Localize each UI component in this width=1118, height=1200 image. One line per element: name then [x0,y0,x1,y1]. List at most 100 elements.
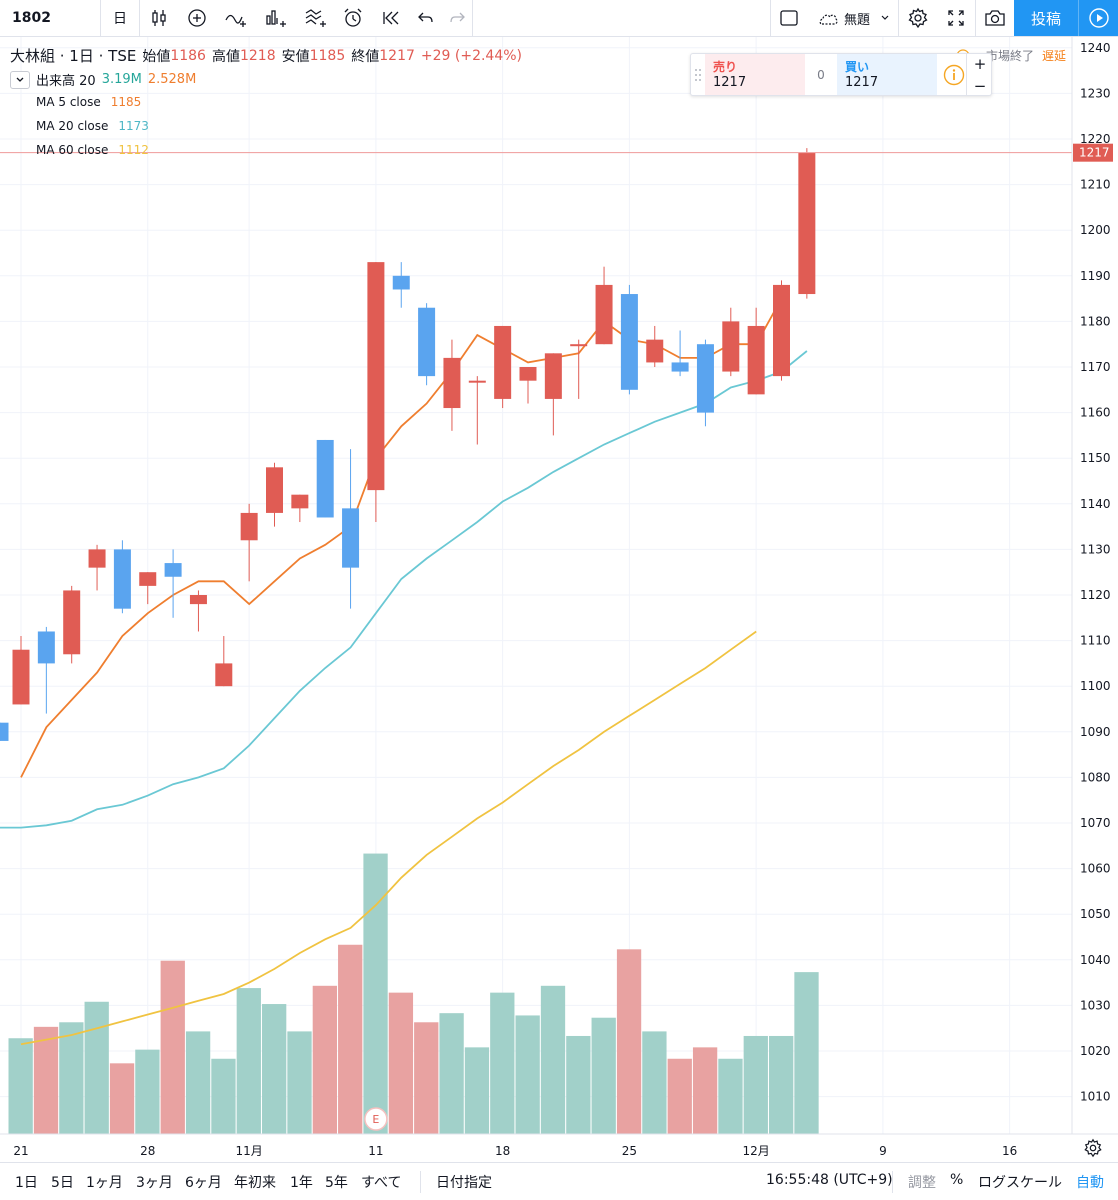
candle-body [215,663,233,687]
price-tick-label: 1120 [1080,588,1111,602]
interval-button[interactable]: 日 [101,0,139,36]
candle-body [671,362,689,372]
range-all[interactable]: すべて [361,1175,402,1191]
fullscreen-layout-button[interactable] [771,0,807,36]
range-1m[interactable]: 1ヶ月 [86,1175,123,1191]
ma60-legend[interactable]: MA 60 close 1112 [36,143,155,157]
volume-bar [490,992,515,1134]
candle-body [595,284,613,345]
square-icon [780,10,798,26]
volume-bar [642,1031,667,1134]
layout-save-button[interactable]: 無題 [810,0,896,36]
candle-body [164,563,182,577]
auto-scale-toggle[interactable]: 自動 [1076,1175,1104,1191]
buy-button[interactable]: 買い 1217 [837,54,937,95]
symbol-search-button[interactable]: 1802 [0,0,100,36]
buy-label: 買い [845,60,870,74]
price-tick-label: 1020 [1080,1044,1111,1058]
range-3m[interactable]: 3ヶ月 [136,1175,173,1191]
ma20-value: 1173 [118,119,149,133]
range-1d[interactable]: 1日 [15,1175,38,1191]
time-axis[interactable]: 21 28 11月 11 18 25 12月 9 16 [0,1133,1118,1158]
undo-button[interactable] [410,0,442,36]
snapshot-button[interactable] [976,0,1014,36]
alert-button[interactable] [336,0,370,36]
volume-bar [591,1017,616,1134]
ma20-label: MA 20 close [36,119,109,133]
templates-button[interactable] [296,0,336,36]
candle-body [696,344,714,413]
sell-button[interactable]: 売り 1217 [705,54,805,95]
symbol-label: 1802 [12,10,51,26]
range-5d[interactable]: 5日 [51,1175,74,1191]
market-status[interactable]: 市場終了 遅延 [956,47,1066,64]
change-value: +29 (+2.44%) [420,47,523,64]
earnings-marker[interactable]: E [364,1107,388,1131]
volume-bar [718,1058,743,1134]
volume-bar [439,1013,464,1134]
time-tick-label: 21 [13,1144,28,1158]
delayed-label: 遅延 [1042,49,1067,63]
gear-icon [1084,1138,1102,1158]
price-tick-label: 1190 [1080,269,1111,283]
candle-body [494,325,512,399]
chart-style-button[interactable] [140,0,178,36]
candle-body [88,549,106,568]
price-axis[interactable]: 1010 1020 1030 1040 1050 1060 1070 1080 1090 1100… [1071,37,1113,1134]
publish-button[interactable] [1078,0,1118,36]
volume-legend[interactable]: 出来高 20 3.19M 2.528M [10,70,202,89]
range-5y[interactable]: 5年 [325,1175,348,1191]
last-price-badge [1073,143,1113,162]
candle-body [392,275,410,290]
post-button[interactable]: 投稿 [1014,0,1078,36]
ma20-legend[interactable]: MA 20 close 1173 [36,119,155,133]
axis-settings-button[interactable] [1083,1138,1107,1162]
volume-bar [769,1035,794,1134]
volume-bar [109,1063,135,1134]
decrease-button[interactable]: − [973,76,987,95]
drag-handle-icon[interactable] [694,68,702,82]
main-series-legend[interactable]: 大林組 · 1日 · TSE 始値 1186 高値 1218 安値 1185 終… [10,45,528,66]
candles [0,148,816,741]
volume-label: 出来高 20 [36,74,96,89]
market-closed-label: 市場終了 [986,49,1035,63]
ma5-line [20,298,783,778]
redo-button[interactable] [442,0,472,36]
indicators-button[interactable] [216,0,256,36]
time-display[interactable]: 16:55:48 (UTC+9) [766,1172,893,1188]
earnings-label: E [372,1113,379,1126]
price-tick-label: 1110 [1080,634,1111,648]
low-value: 1185 [309,47,346,64]
financials-button[interactable] [256,0,296,36]
top-toolbar: 1802 日 無題 [0,0,1118,37]
candle-body [468,380,486,383]
range-ytd[interactable]: 年初来 [234,1175,276,1191]
compare-button[interactable] [178,0,216,36]
replay-button[interactable] [372,0,410,36]
log-scale-toggle[interactable]: ログスケール [978,1175,1062,1191]
settings-button[interactable] [899,0,937,36]
increase-button[interactable]: + [973,54,987,73]
percent-toggle[interactable]: % [950,1172,964,1188]
volume-bar [262,1004,287,1134]
date-range-button[interactable]: 日付指定 [436,1175,492,1191]
range-1y[interactable]: 1年 [290,1175,313,1191]
volume-bar [8,1038,33,1134]
time-tick-label: 18 [495,1144,510,1158]
ma5-legend[interactable]: MA 5 close 1185 [36,95,147,109]
high-value: 1218 [239,47,276,64]
volume-bar [33,1026,59,1134]
price-chart[interactable]: 1010 1020 1030 1040 1050 1060 1070 1080 1090 1100… [0,37,1118,1162]
candle-body [544,353,562,399]
fullscreen-button[interactable] [937,0,975,36]
time-tick-label: 12月 [743,1144,770,1158]
legend-collapse-button[interactable] [10,70,30,89]
candle-body [620,294,638,390]
candles-icon [152,10,166,26]
range-6m[interactable]: 6ヶ月 [185,1175,222,1191]
info-icon[interactable] [943,64,965,86]
volume-bar [59,1022,84,1134]
adjust-toggle[interactable]: 調整 [908,1175,936,1191]
price-tick-label: 1140 [1080,497,1111,511]
expand-icon [948,10,964,26]
